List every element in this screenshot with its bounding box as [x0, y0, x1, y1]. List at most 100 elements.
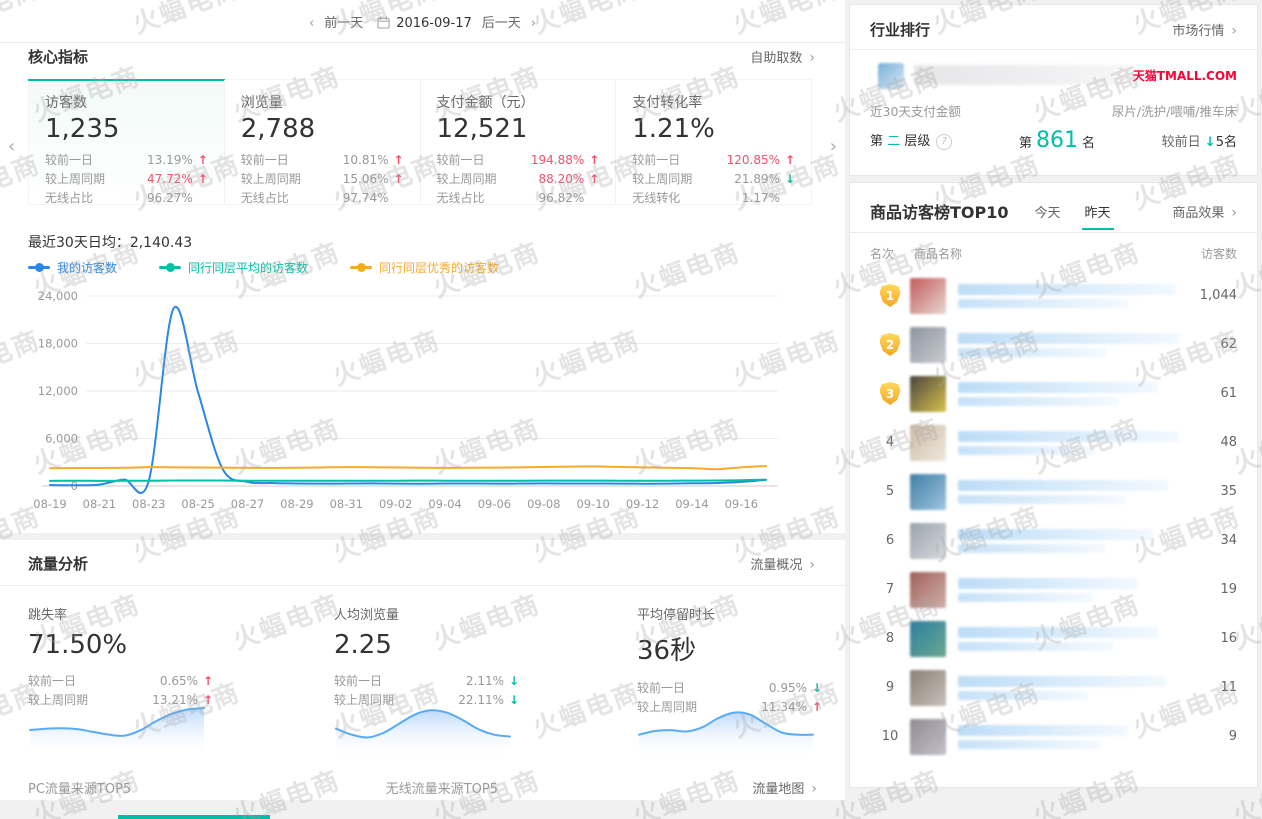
metric-label: 人均浏览量: [334, 608, 400, 623]
product-effect-link[interactable]: 商品效果: [1172, 202, 1237, 221]
shop-name-blurred: [914, 65, 1164, 85]
product-thumbnail-blurred: [910, 522, 946, 559]
product-row-7[interactable]: 7 19: [870, 565, 1237, 614]
product-name-blurred: [958, 332, 1179, 357]
svg-text:09-08: 09-08: [527, 497, 560, 511]
traffic-metric-stay: 平均停留时长 36秒 较前一日 0.95% ↓ 较上周同期 11.34% ↑: [637, 604, 822, 717]
product-name-blurred: [958, 528, 1179, 553]
traffic-overview-link[interactable]: 流量概况: [750, 554, 815, 573]
visitor-count: 9: [1228, 729, 1237, 744]
card-value: 2,788: [240, 114, 316, 144]
product-name-blurred: [958, 430, 1179, 455]
up-arrow-icon: ↑: [811, 700, 822, 714]
product-thumbnail-blurred: [910, 571, 946, 608]
tmall-logo: 天猫TMALL.COM: [1132, 69, 1237, 83]
product-row-8[interactable]: 8 16: [870, 614, 1237, 663]
prev-day-chevron-icon[interactable]: ‹: [309, 16, 315, 31]
product-row-1[interactable]: 1 1,044: [870, 271, 1237, 320]
help-icon[interactable]: [936, 134, 953, 150]
down-arrow-icon: ↓: [508, 693, 519, 707]
chart-title: 最近30天日均：2,140.43: [28, 235, 193, 251]
traffic-metric-bounce: 跳失率 71.50% 较前一日 0.65% ↑ 较上周同期 13.21% ↑: [28, 604, 213, 710]
tab-today[interactable]: 今天: [1034, 205, 1061, 221]
tab-yesterday[interactable]: 昨天: [1081, 202, 1114, 230]
top10-column-headers: 名次 商品名称 访客数: [870, 245, 1237, 262]
product-row-9[interactable]: 9 11: [870, 663, 1237, 712]
next-day-button[interactable]: 后一天: [481, 16, 521, 31]
svg-text:18,000: 18,000: [38, 337, 78, 351]
core-card-1[interactable]: 浏览量 2,788 较前一日 10.81% ↑ 较上周同期 15.06% ↑ 无线占比 97.7…: [223, 80, 420, 205]
visitor-count: 61: [1220, 386, 1237, 401]
legend-marker-icon: [159, 263, 182, 272]
rank-number: 8: [885, 631, 895, 646]
product-row-6[interactable]: 6 34: [870, 516, 1237, 565]
product-name-blurred: [958, 724, 1179, 749]
top10-tabs: 今天 昨天: [1034, 202, 1114, 230]
pc-traffic-top5-label[interactable]: PC流量来源TOP5: [28, 782, 132, 797]
svg-text:08-29: 08-29: [280, 497, 313, 511]
visitor-count: 1,044: [1199, 288, 1237, 303]
rank-number: 4: [885, 435, 895, 450]
product-row-10[interactable]: 10 9: [870, 712, 1237, 761]
core-card-0[interactable]: 访客数 1,235 较前一日 13.19% ↑ 较上周同期 47.72% ↑ 无线占比 96.2…: [28, 79, 225, 205]
up-arrow-icon: ↑: [202, 693, 213, 707]
next-day-chevron-icon[interactable]: ›: [530, 16, 536, 31]
traffic-map-link[interactable]: 流量地图: [752, 778, 817, 797]
svg-text:08-21: 08-21: [83, 497, 116, 511]
card-value: 12,521: [436, 114, 528, 144]
card-value: 1.21%: [632, 114, 715, 144]
up-arrow-icon: ↑: [197, 172, 208, 186]
product-name-blurred: [958, 577, 1179, 602]
cards-next-chevron-icon[interactable]: ›: [829, 136, 837, 157]
metric-compare-row: 较上周同期 47.72% ↑: [45, 170, 208, 189]
market-quotes-link[interactable]: 市场行情: [1172, 20, 1237, 39]
product-row-2[interactable]: 2 62: [870, 320, 1237, 369]
svg-text:08-31: 08-31: [330, 497, 363, 511]
product-name-blurred: [958, 283, 1179, 308]
stay-sparkline: [637, 700, 815, 758]
metric-compare-row: 较前一日 194.88% ↑: [437, 151, 600, 170]
legend-item[interactable]: 同行同层平均的访客数: [159, 259, 308, 276]
product-thumbnail-blurred: [910, 718, 946, 755]
rank-number: 7: [885, 582, 895, 597]
svg-text:24,000: 24,000: [38, 289, 78, 303]
visitor-count: 62: [1220, 337, 1237, 352]
core-cards: 访客数 1,235 较前一日 13.19% ↑ 较上周同期 47.72% ↑ 无线占比 96.2…: [28, 79, 812, 205]
visitor-count: 48: [1220, 435, 1237, 450]
card-label: 浏览量: [240, 95, 283, 111]
core-card-3[interactable]: 支付转化率 1.21% 较前一日 120.85% ↑ 较上周同期 21.89% ↓ 无线转化 1…: [615, 80, 811, 205]
svg-text:09-06: 09-06: [478, 497, 511, 511]
next-section-accent-bar: [118, 815, 270, 819]
product-thumbnail-blurred: [910, 375, 946, 412]
card-value: 1,235: [45, 114, 120, 144]
core-card-2[interactable]: 支付金额（元） 12,521 较前一日 194.88% ↑ 较上周同期 88.20% ↑ 无线…: [419, 80, 616, 205]
product-row-5[interactable]: 5 35: [870, 467, 1237, 516]
current-date[interactable]: 2016-09-17: [396, 16, 472, 31]
cards-prev-chevron-icon[interactable]: ‹: [8, 136, 16, 157]
top10-rows: 1 1,044 2 62 3 61 4 48 5 35 6 34 7 19 8 16 9 11 10 9: [870, 271, 1237, 761]
industry-header: 行业排行 市场行情: [870, 19, 1237, 40]
top10-header: 商品访客榜TOP10 今天 昨天 商品效果: [870, 199, 1237, 230]
product-name-blurred: [958, 381, 1179, 406]
calendar-icon[interactable]: [377, 16, 390, 33]
prev-day-button[interactable]: 前一天: [324, 16, 364, 31]
traffic-metric-views: 人均浏览量 2.25 较前一日 2.11% ↓ 较上周同期 22.11% ↓: [334, 604, 519, 710]
metric-compare-row: 较前一日 0.65% ↑: [28, 672, 213, 691]
wireless-traffic-top5-label[interactable]: 无线流量来源TOP5: [385, 782, 498, 797]
down-arrow-icon: ↓: [1204, 134, 1216, 150]
metric-label: 平均停留时长: [637, 608, 716, 623]
svg-text:12,000: 12,000: [38, 384, 78, 398]
traffic-title: 流量分析: [28, 555, 89, 573]
product-row-3[interactable]: 3 61: [870, 369, 1237, 418]
metric-compare-row: 较上周同期 15.06% ↑: [241, 170, 404, 189]
visitor-count: 35: [1220, 484, 1237, 499]
pay-amount-30d-label: 近30天支付金额: [870, 104, 961, 119]
product-row-4[interactable]: 4 48: [870, 418, 1237, 467]
visitor-count: 34: [1220, 533, 1237, 548]
card-label: 支付转化率: [632, 95, 703, 111]
metric-value: 36秒: [637, 636, 697, 666]
legend-item[interactable]: 我的访客数: [28, 259, 117, 276]
self-service-data-link[interactable]: 自助取数: [750, 47, 815, 66]
legend-item[interactable]: 同行同层优秀的访客数: [350, 259, 499, 276]
